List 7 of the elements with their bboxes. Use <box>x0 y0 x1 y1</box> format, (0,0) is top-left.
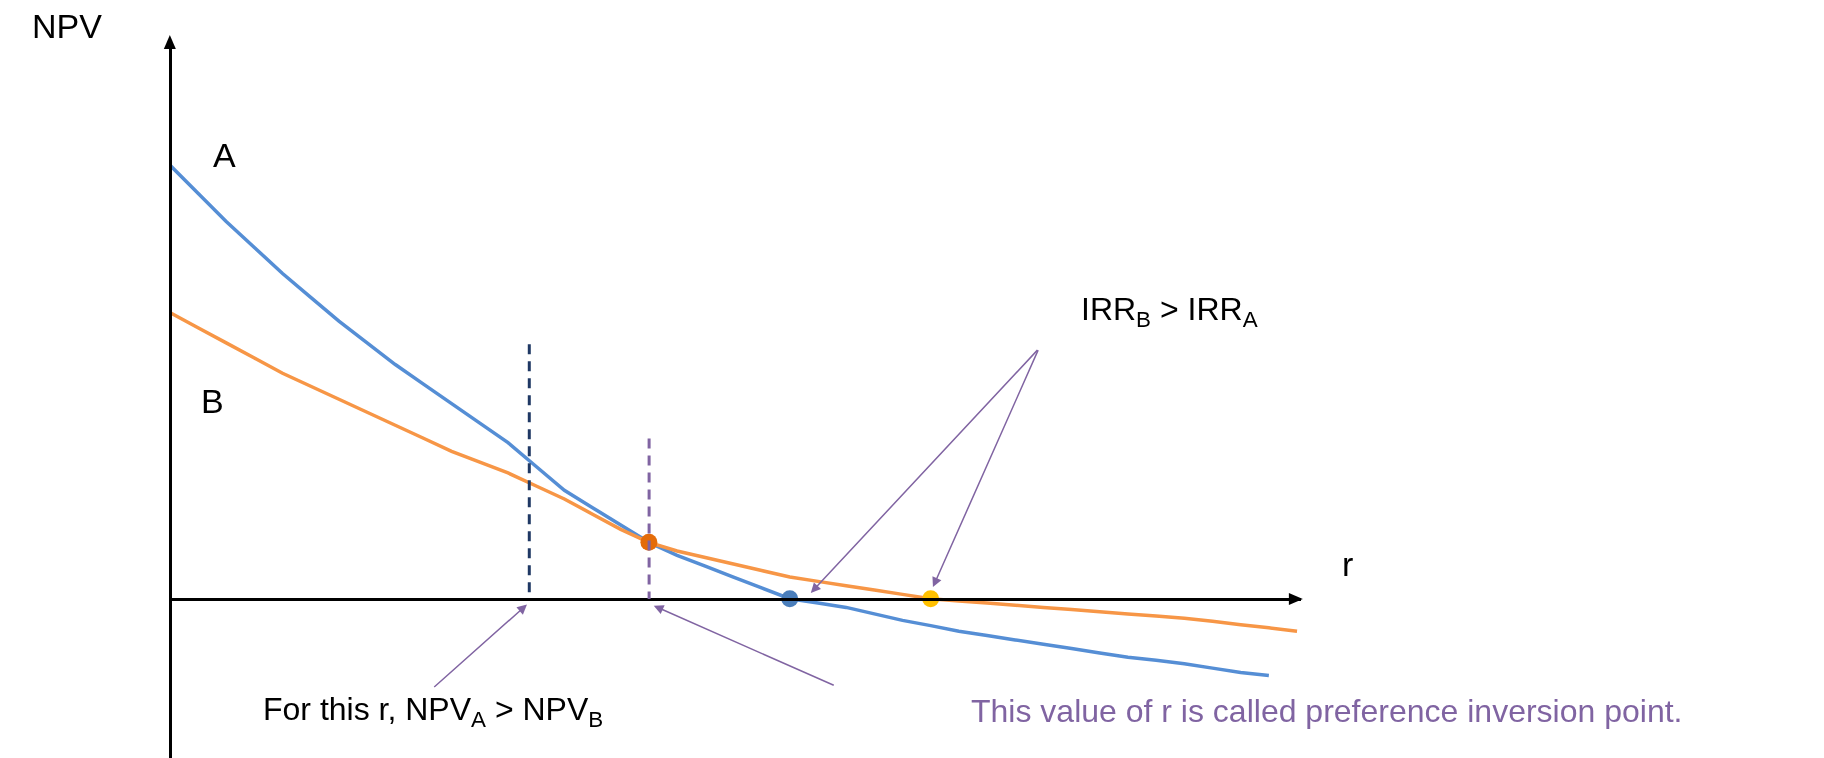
text: For this r, NPV$_{A}$ > NPV$_{B}$ <box>263 691 604 732</box>
series-label: B <box>201 382 224 420</box>
text: This value of r is called preference inversion point. <box>971 693 1683 729</box>
series-label: A <box>213 136 236 174</box>
y-axis-title: NPV <box>32 7 103 45</box>
x-axis-title: r <box>1342 545 1354 583</box>
annotation: IRR$_{B}$ > IRR$_{A}$ <box>1081 291 1258 332</box>
